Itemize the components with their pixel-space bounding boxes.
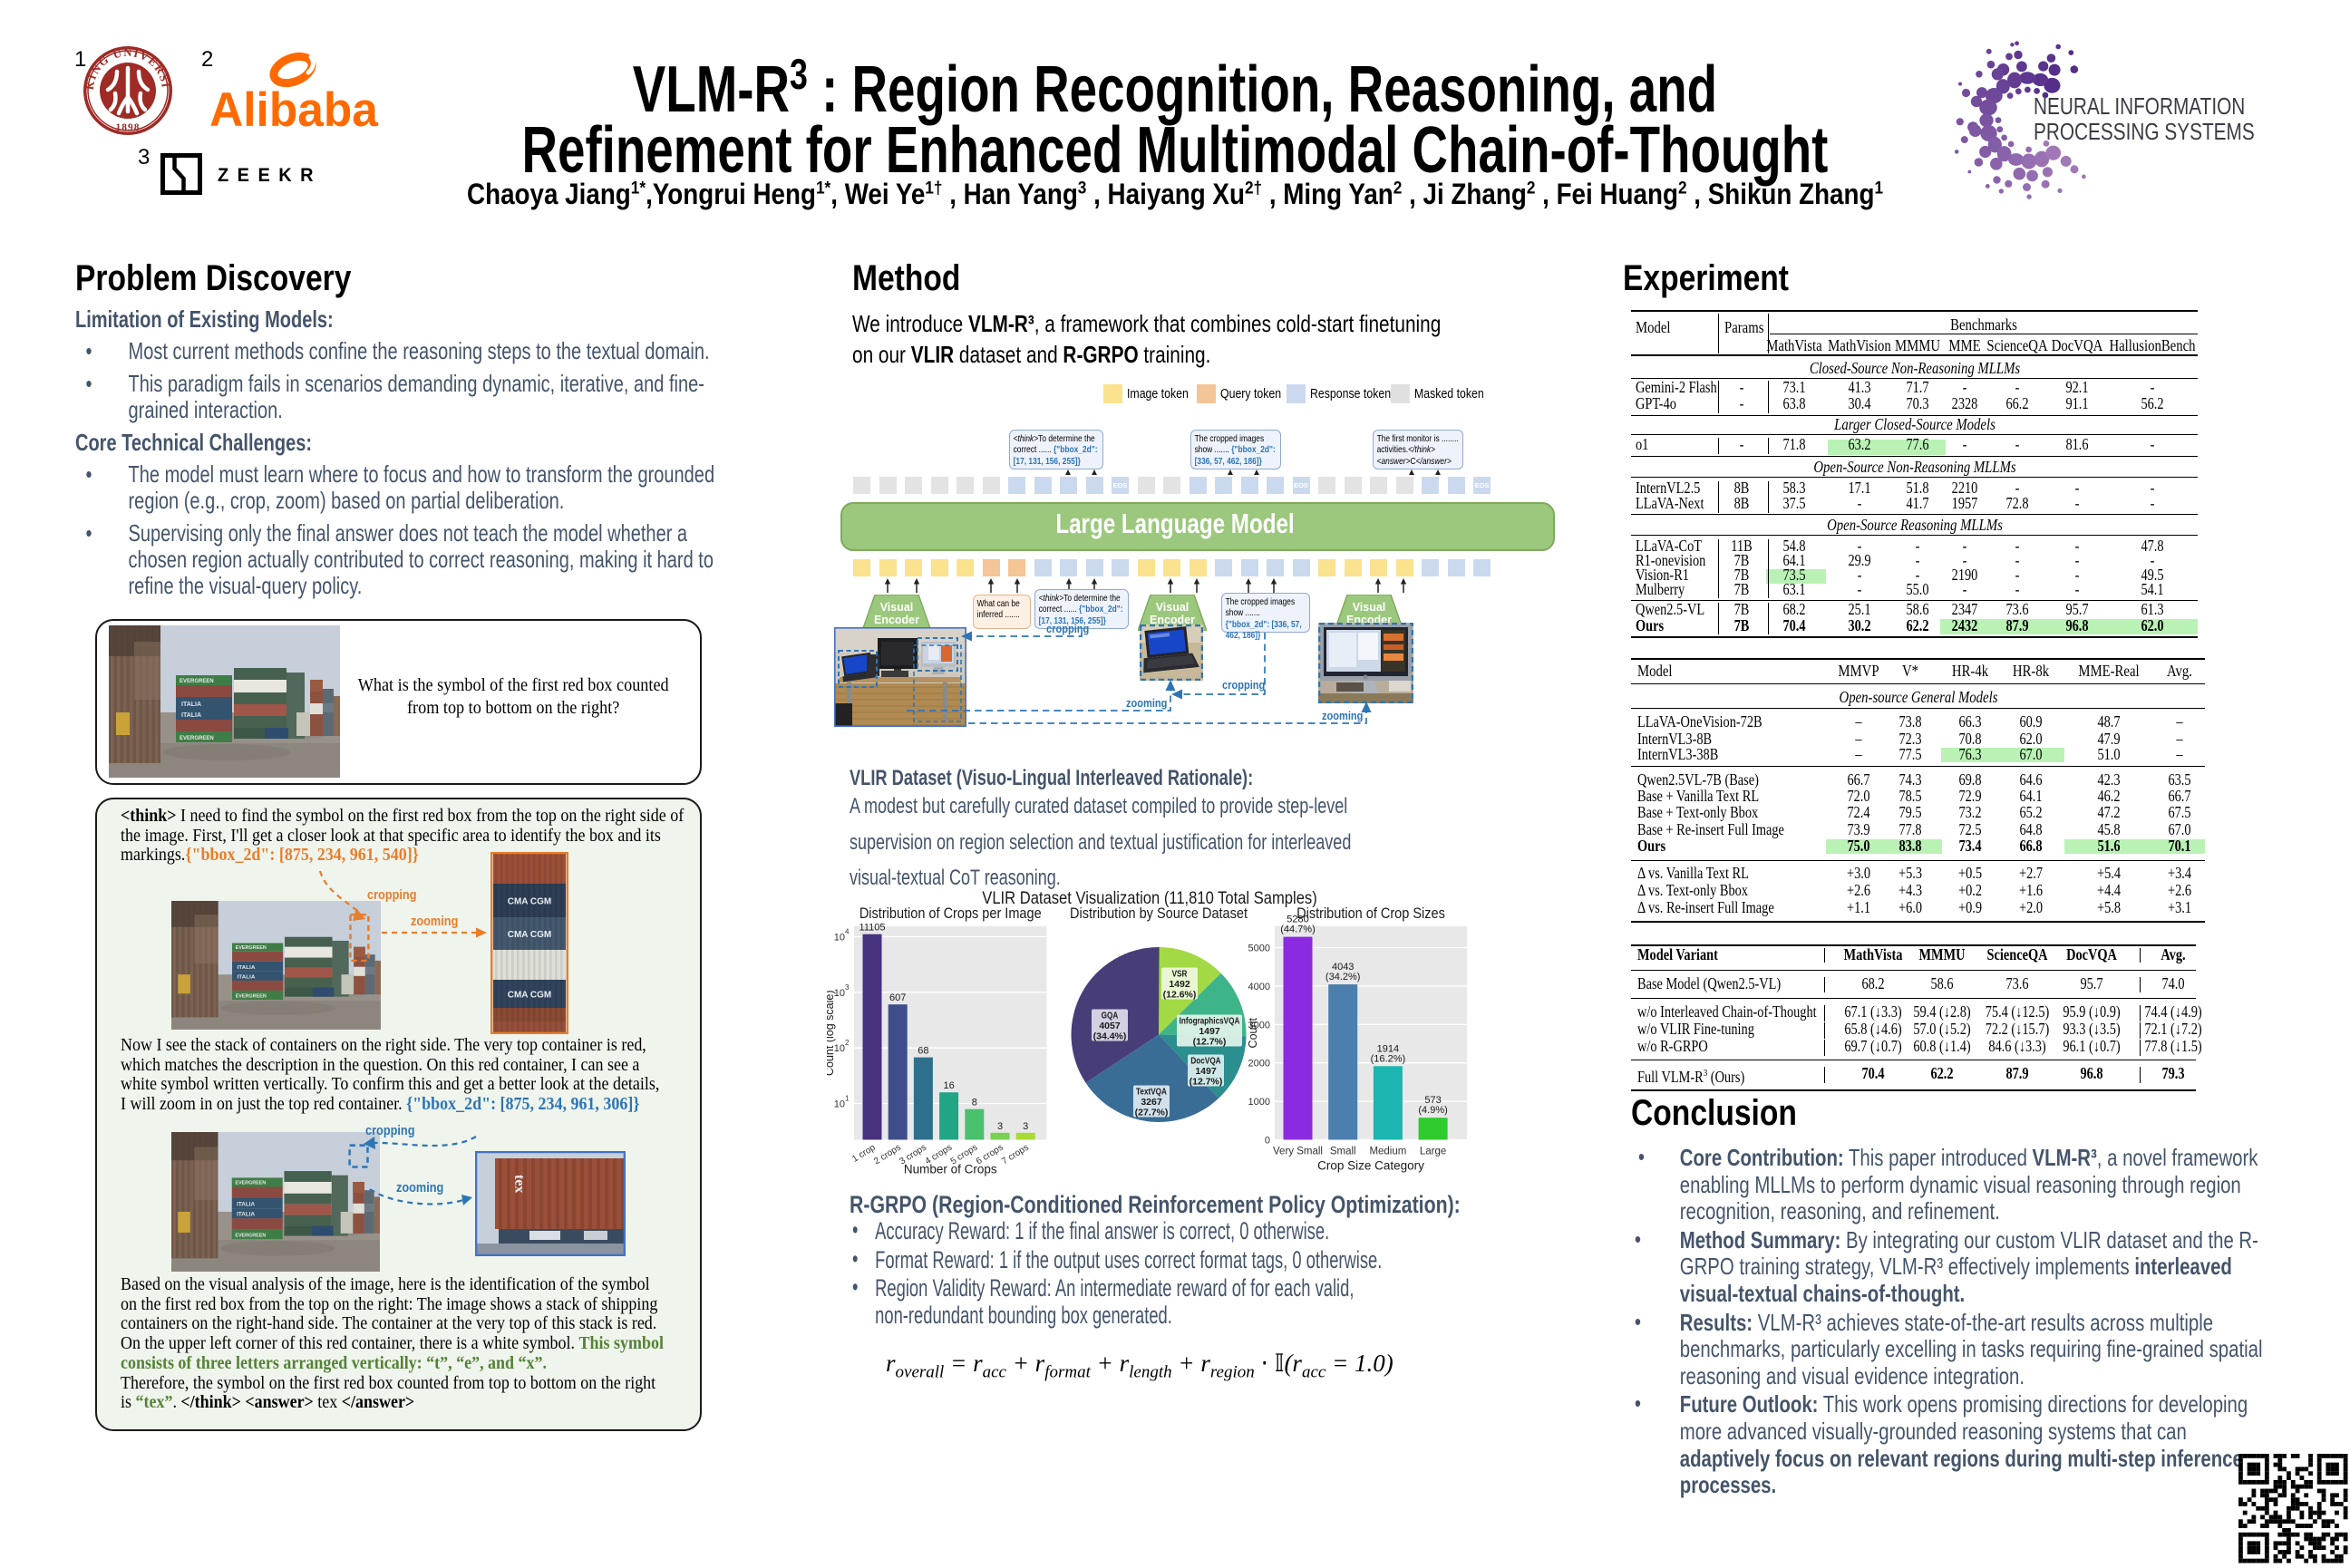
svg-text:1497: 1497 xyxy=(1199,1026,1220,1037)
svg-text:NEURAL INFORMATION: NEURAL INFORMATION xyxy=(2034,93,2245,120)
svg-text:4057: 4057 xyxy=(1099,1021,1121,1031)
svg-text:4: 4 xyxy=(845,927,850,935)
svg-text:Visual: Visual xyxy=(1353,601,1386,614)
svg-text:10: 10 xyxy=(833,987,844,998)
svg-text:ITALIA: ITALIA xyxy=(237,1202,255,1208)
svg-text:607: 607 xyxy=(889,992,906,1003)
svg-text:(12.7%): (12.7%) xyxy=(1193,1036,1227,1047)
svg-text:(16.2%): (16.2%) xyxy=(1371,1053,1406,1064)
svg-text:CMA CGM: CMA CGM xyxy=(508,991,552,1001)
svg-text:8: 8 xyxy=(971,1097,976,1108)
svg-text:EVERGREEN: EVERGREEN xyxy=(235,1233,266,1238)
svg-text:EVERGREEN: EVERGREEN xyxy=(236,945,267,951)
svg-text:1898: 1898 xyxy=(116,122,141,133)
svg-text:(27.7%): (27.7%) xyxy=(1135,1107,1169,1118)
svg-text:3267: 3267 xyxy=(1141,1097,1162,1108)
svg-text:3: 3 xyxy=(996,1120,1002,1131)
svg-text:zooming: zooming xyxy=(411,913,458,928)
svg-text:3: 3 xyxy=(1023,1120,1028,1131)
svg-text:5280: 5280 xyxy=(1287,914,1308,924)
svg-text:InfographicsVQA: InfographicsVQA xyxy=(1180,1014,1240,1025)
svg-text:10: 10 xyxy=(833,1043,844,1054)
svg-text:3: 3 xyxy=(845,982,850,991)
svg-text:1: 1 xyxy=(845,1094,850,1102)
svg-text:1914: 1914 xyxy=(1377,1043,1399,1054)
svg-text:Encoder: Encoder xyxy=(874,614,919,626)
svg-text:ITALIA: ITALIA xyxy=(237,974,256,981)
svg-text:TextVQA: TextVQA xyxy=(1136,1085,1167,1096)
svg-text:(34.4%): (34.4%) xyxy=(1093,1031,1127,1041)
svg-text:1000: 1000 xyxy=(1248,1097,1270,1108)
svg-text:Count: Count xyxy=(1247,1017,1259,1048)
svg-text:DocVQA: DocVQA xyxy=(1190,1054,1220,1065)
svg-text:2 crops: 2 crops xyxy=(872,1142,903,1166)
svg-text:3000: 3000 xyxy=(1248,1020,1270,1031)
svg-text:(12.7%): (12.7%) xyxy=(1190,1076,1223,1087)
svg-text:4000: 4000 xyxy=(1248,981,1270,992)
svg-text:1497: 1497 xyxy=(1195,1066,1217,1077)
svg-text:2: 2 xyxy=(845,1039,850,1047)
svg-text:ITALIA: ITALIA xyxy=(237,964,256,971)
svg-text:Distribution of Crops per Imag: Distribution of Crops per Image xyxy=(859,905,1041,922)
svg-text:EVERGREEN: EVERGREEN xyxy=(180,736,214,741)
svg-text:4043: 4043 xyxy=(1332,962,1354,973)
svg-text:cropping: cropping xyxy=(365,1122,414,1137)
svg-text:Crop Size Category: Crop Size Category xyxy=(1317,1158,1424,1172)
svg-text:VSR: VSR xyxy=(1172,967,1188,978)
svg-text:ZEEKR: ZEEKR xyxy=(218,165,322,187)
svg-text:2000: 2000 xyxy=(1248,1058,1270,1069)
svg-text:Distribution by Source Dataset: Distribution by Source Dataset xyxy=(1070,905,1248,922)
svg-text:Medium: Medium xyxy=(1369,1146,1406,1157)
svg-text:EVERGREEN: EVERGREEN xyxy=(236,994,267,1000)
svg-text:EVERGREEN: EVERGREEN xyxy=(180,679,214,684)
svg-text:Number of Crops: Number of Crops xyxy=(903,1162,996,1176)
svg-text:zooming: zooming xyxy=(396,1179,443,1195)
svg-text:11105: 11105 xyxy=(859,922,885,933)
svg-text:Small: Small xyxy=(1330,1146,1356,1157)
svg-text:Visual: Visual xyxy=(1156,601,1190,614)
svg-text:Visual: Visual xyxy=(880,601,914,614)
svg-text:CMA CGM: CMA CGM xyxy=(508,897,552,907)
svg-text:Distribution of Crop Sizes: Distribution of Crop Sizes xyxy=(1296,905,1445,922)
svg-text:5000: 5000 xyxy=(1248,943,1270,953)
svg-text:CMA CGM: CMA CGM xyxy=(508,930,552,940)
svg-text:10: 10 xyxy=(833,932,844,943)
svg-text:0: 0 xyxy=(1265,1135,1270,1146)
svg-text:PROCESSING SYSTEMS: PROCESSING SYSTEMS xyxy=(2034,119,2255,145)
svg-text:ITALIA: ITALIA xyxy=(181,702,201,708)
svg-text:cropping: cropping xyxy=(367,886,416,902)
svg-text:10: 10 xyxy=(833,1099,844,1109)
svg-text:68: 68 xyxy=(918,1045,928,1056)
svg-text:(12.6%): (12.6%) xyxy=(1163,989,1197,1000)
svg-text:GQA: GQA xyxy=(1102,1009,1119,1020)
svg-text:EVERGREEN: EVERGREEN xyxy=(235,1181,266,1186)
svg-text:573: 573 xyxy=(1424,1095,1441,1106)
svg-text:16: 16 xyxy=(943,1080,954,1091)
svg-text:Very Small: Very Small xyxy=(1273,1146,1323,1157)
svg-text:(4.9%): (4.9%) xyxy=(1418,1105,1447,1116)
svg-text:(34.2%): (34.2%) xyxy=(1326,972,1361,982)
svg-text:Alibaba: Alibaba xyxy=(209,83,379,133)
svg-text:1492: 1492 xyxy=(1169,979,1190,990)
svg-text:ITALIA: ITALIA xyxy=(181,712,201,719)
svg-text:Count (log scale): Count (log scale) xyxy=(827,990,836,1076)
svg-text:Encoder: Encoder xyxy=(1150,614,1195,626)
svg-text:tex: tex xyxy=(511,1175,528,1194)
svg-text:ITALIA: ITALIA xyxy=(237,1212,255,1218)
svg-text:(44.7%): (44.7%) xyxy=(1280,924,1316,934)
svg-text:Large: Large xyxy=(1420,1146,1446,1157)
